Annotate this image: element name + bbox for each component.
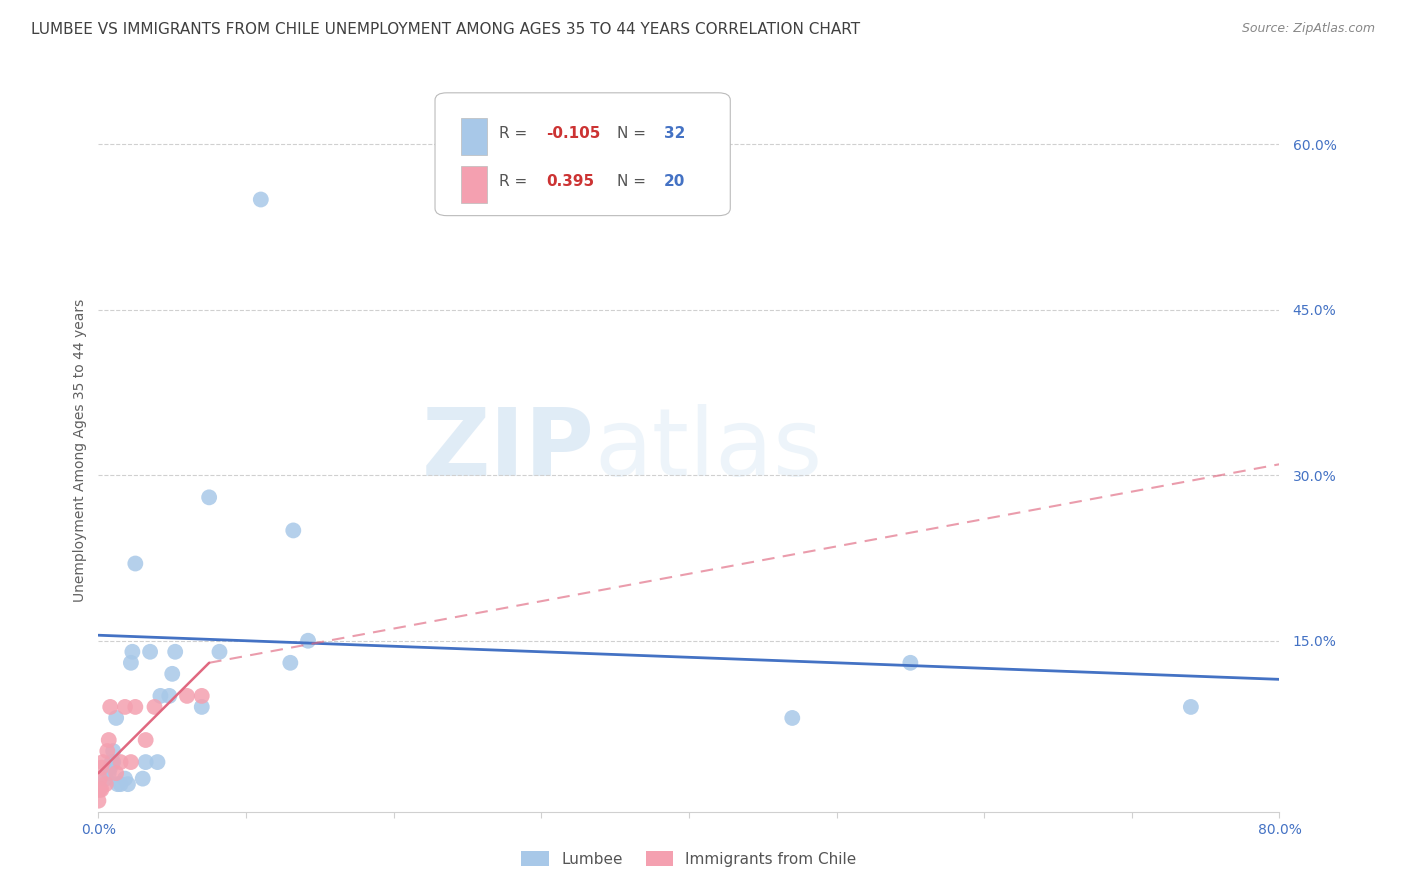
Point xyxy=(157,689,180,703)
Point xyxy=(117,777,139,791)
FancyBboxPatch shape xyxy=(461,166,486,202)
Point xyxy=(89,772,111,786)
Point xyxy=(132,772,155,786)
Text: R =: R = xyxy=(499,174,537,189)
Point xyxy=(124,700,146,714)
Point xyxy=(98,700,121,714)
Point xyxy=(105,711,128,725)
Text: N =: N = xyxy=(617,127,651,142)
Point xyxy=(149,689,172,703)
Point xyxy=(97,733,120,747)
Text: ZIP: ZIP xyxy=(422,404,595,497)
FancyBboxPatch shape xyxy=(434,93,730,216)
Point xyxy=(100,755,122,769)
Point xyxy=(176,689,198,703)
Point xyxy=(110,777,132,791)
Point xyxy=(110,755,132,769)
Point xyxy=(283,524,305,538)
Point xyxy=(191,689,214,703)
Point xyxy=(87,782,110,797)
Point xyxy=(198,491,221,505)
Text: Source: ZipAtlas.com: Source: ZipAtlas.com xyxy=(1241,22,1375,36)
Point xyxy=(120,656,142,670)
Point xyxy=(96,744,118,758)
Point xyxy=(94,772,117,786)
Point xyxy=(146,755,169,769)
Point xyxy=(90,761,112,775)
Point xyxy=(250,193,273,207)
Text: atlas: atlas xyxy=(595,404,823,497)
Text: 0.395: 0.395 xyxy=(546,174,595,189)
Point xyxy=(139,645,162,659)
Point xyxy=(143,700,166,714)
Point xyxy=(135,755,157,769)
Point xyxy=(89,782,111,797)
Point xyxy=(97,766,120,780)
Point xyxy=(191,700,214,714)
Point xyxy=(162,666,183,681)
Point xyxy=(98,761,121,775)
Point xyxy=(114,772,136,786)
Point xyxy=(782,711,804,725)
Point xyxy=(297,633,319,648)
Text: -0.105: -0.105 xyxy=(546,127,600,142)
Point xyxy=(165,645,187,659)
Text: 20: 20 xyxy=(664,174,686,189)
Point xyxy=(90,782,112,797)
Point xyxy=(900,656,922,670)
Text: N =: N = xyxy=(617,174,651,189)
Point xyxy=(121,645,143,659)
Legend: Lumbee, Immigrants from Chile: Lumbee, Immigrants from Chile xyxy=(515,845,863,872)
Point xyxy=(94,777,117,791)
Text: 32: 32 xyxy=(664,127,686,142)
Point xyxy=(280,656,302,670)
Point xyxy=(87,794,110,808)
Point xyxy=(120,755,142,769)
Point xyxy=(105,766,128,780)
Point xyxy=(124,557,146,571)
Point xyxy=(107,777,129,791)
Point xyxy=(135,733,157,747)
Point xyxy=(1180,700,1202,714)
FancyBboxPatch shape xyxy=(461,118,486,155)
Point xyxy=(208,645,231,659)
Point xyxy=(103,755,125,769)
Point xyxy=(103,744,125,758)
Point xyxy=(114,700,136,714)
Text: R =: R = xyxy=(499,127,531,142)
Y-axis label: Unemployment Among Ages 35 to 44 years: Unemployment Among Ages 35 to 44 years xyxy=(73,299,87,602)
Text: LUMBEE VS IMMIGRANTS FROM CHILE UNEMPLOYMENT AMONG AGES 35 TO 44 YEARS CORRELATI: LUMBEE VS IMMIGRANTS FROM CHILE UNEMPLOY… xyxy=(31,22,860,37)
Point xyxy=(91,755,114,769)
